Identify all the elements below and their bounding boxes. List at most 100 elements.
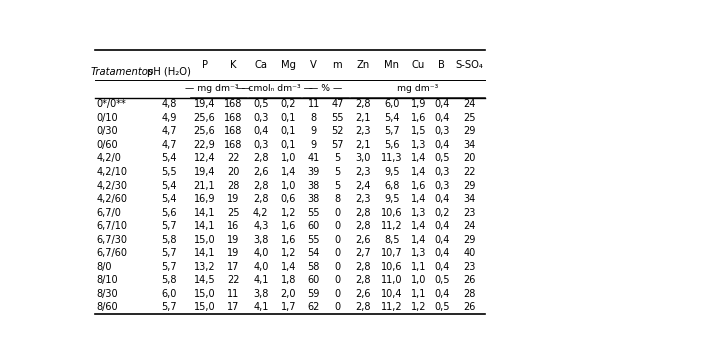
Text: 13,2: 13,2	[194, 262, 215, 272]
Text: 6,7/10: 6,7/10	[97, 221, 127, 231]
Text: 5,5: 5,5	[161, 167, 177, 177]
Text: 2,6: 2,6	[355, 289, 370, 299]
Text: 19,4: 19,4	[194, 99, 215, 109]
Text: 0,4: 0,4	[434, 113, 450, 123]
Text: 5,4: 5,4	[161, 180, 177, 190]
Text: 1,7: 1,7	[280, 302, 296, 312]
Text: 5,7: 5,7	[161, 248, 177, 258]
Text: — % —: — % —	[309, 84, 342, 93]
Text: 3,0: 3,0	[355, 153, 370, 163]
Text: 4,1: 4,1	[253, 302, 268, 312]
Text: mg dm⁻³: mg dm⁻³	[396, 84, 438, 93]
Text: 0,4: 0,4	[434, 99, 450, 109]
Text: 0,2: 0,2	[280, 99, 296, 109]
Text: 62: 62	[307, 302, 320, 312]
Text: 1,3: 1,3	[411, 140, 426, 150]
Text: 1,2: 1,2	[411, 302, 426, 312]
Text: 1,0: 1,0	[411, 275, 426, 285]
Text: 8,5: 8,5	[384, 235, 399, 245]
Text: 0,2: 0,2	[434, 208, 450, 218]
Text: 0,4: 0,4	[434, 221, 450, 231]
Text: 6,0: 6,0	[161, 289, 177, 299]
Text: 25: 25	[227, 208, 239, 218]
Text: 25: 25	[463, 113, 476, 123]
Text: 2,6: 2,6	[355, 235, 370, 245]
Text: 0,3: 0,3	[253, 140, 268, 150]
Text: Mn: Mn	[384, 60, 399, 70]
Text: 0,6: 0,6	[280, 194, 296, 204]
Text: 4,2/30: 4,2/30	[97, 180, 127, 190]
Text: 8/60: 8/60	[97, 302, 118, 312]
Text: 6,7/0: 6,7/0	[97, 208, 122, 218]
Text: 3,8: 3,8	[253, 289, 268, 299]
Text: 22: 22	[227, 275, 239, 285]
Text: 11,2: 11,2	[381, 302, 402, 312]
Text: 8/30: 8/30	[97, 289, 118, 299]
Text: — cmolₙ dm⁻³ —: — cmolₙ dm⁻³ —	[236, 84, 313, 93]
Text: 2,6: 2,6	[253, 167, 268, 177]
Text: 26: 26	[463, 275, 476, 285]
Text: pH (H₂O): pH (H₂O)	[147, 67, 191, 77]
Text: 2,8: 2,8	[355, 208, 370, 218]
Text: 0/60: 0/60	[97, 140, 118, 150]
Text: 8: 8	[334, 194, 341, 204]
Text: 0,1: 0,1	[280, 113, 296, 123]
Text: 1,4: 1,4	[411, 235, 426, 245]
Text: 2,8: 2,8	[355, 302, 370, 312]
Text: 0,4: 0,4	[434, 248, 450, 258]
Text: 14,1: 14,1	[194, 248, 215, 258]
Text: 1,8: 1,8	[280, 275, 296, 285]
Text: 5,6: 5,6	[161, 208, 177, 218]
Text: 38: 38	[307, 194, 320, 204]
Text: 11: 11	[227, 289, 239, 299]
Text: 2,8: 2,8	[253, 153, 268, 163]
Text: 0: 0	[334, 275, 341, 285]
Text: 9,5: 9,5	[384, 194, 399, 204]
Text: 10,4: 10,4	[381, 289, 402, 299]
Text: 1,4: 1,4	[411, 167, 426, 177]
Text: 2,1: 2,1	[355, 140, 370, 150]
Text: 0: 0	[334, 208, 341, 218]
Text: 10,6: 10,6	[381, 208, 402, 218]
Text: B: B	[438, 60, 445, 70]
Text: 1,6: 1,6	[280, 221, 296, 231]
Text: — mg dm⁻³ —: — mg dm⁻³ —	[185, 84, 251, 93]
Text: 4,2/10: 4,2/10	[97, 167, 127, 177]
Text: Tratamentos: Tratamentos	[91, 67, 154, 77]
Text: 6,7/60: 6,7/60	[97, 248, 127, 258]
Text: 29: 29	[463, 235, 476, 245]
Text: 55: 55	[307, 235, 320, 245]
Text: 0,3: 0,3	[434, 167, 450, 177]
Text: 5,4: 5,4	[161, 194, 177, 204]
Text: 1,3: 1,3	[411, 248, 426, 258]
Text: 28: 28	[227, 180, 239, 190]
Text: 5,7: 5,7	[161, 221, 177, 231]
Text: 10,6: 10,6	[381, 262, 402, 272]
Text: 0,1: 0,1	[280, 140, 296, 150]
Text: m: m	[333, 60, 342, 70]
Text: K: K	[230, 60, 236, 70]
Text: Zn: Zn	[356, 60, 370, 70]
Text: 15,0: 15,0	[194, 302, 215, 312]
Text: 2,3: 2,3	[355, 167, 370, 177]
Text: 0,3: 0,3	[434, 126, 450, 136]
Text: 1,6: 1,6	[280, 235, 296, 245]
Text: 9: 9	[311, 140, 316, 150]
Text: 59: 59	[307, 289, 320, 299]
Text: 5,7: 5,7	[384, 126, 399, 136]
Text: 11,3: 11,3	[381, 153, 402, 163]
Text: 4,0: 4,0	[253, 262, 268, 272]
Text: 168: 168	[224, 99, 243, 109]
Text: 14,5: 14,5	[194, 275, 215, 285]
Text: 60: 60	[307, 221, 320, 231]
Text: 58: 58	[307, 262, 320, 272]
Text: 1,3: 1,3	[411, 208, 426, 218]
Text: 0,3: 0,3	[253, 113, 268, 123]
Text: 0: 0	[334, 289, 341, 299]
Text: 1,4: 1,4	[411, 153, 426, 163]
Text: 17: 17	[227, 262, 239, 272]
Text: 0,4: 0,4	[434, 262, 450, 272]
Text: 4,2/60: 4,2/60	[97, 194, 127, 204]
Text: 29: 29	[463, 180, 476, 190]
Text: 168: 168	[224, 113, 243, 123]
